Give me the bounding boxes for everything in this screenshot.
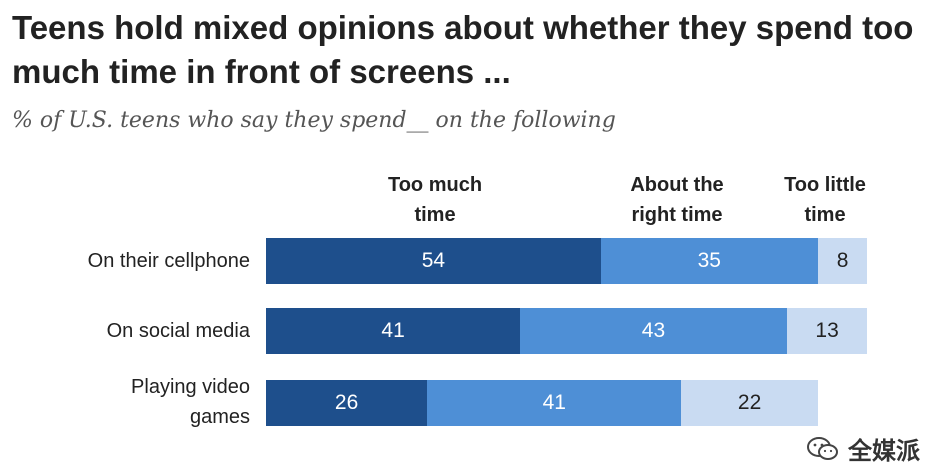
data-label: 22 bbox=[737, 391, 762, 414]
bar-segment-too-much: 26 bbox=[266, 380, 428, 426]
watermark-text: 全媒派 bbox=[848, 438, 920, 465]
data-label: 43 bbox=[641, 319, 666, 342]
bar-segment-too-little: 13 bbox=[786, 308, 868, 354]
column-header-too-much: Too much time bbox=[387, 174, 483, 226]
bar-segment-too-much: 41 bbox=[266, 308, 521, 354]
column-header-too-little: Too little time bbox=[784, 174, 866, 226]
bar-segment-too-much: 54 bbox=[266, 238, 601, 284]
bar-segment-too-little: 8 bbox=[817, 238, 868, 284]
column-header-about-right: About the right time bbox=[630, 174, 724, 226]
chart-subtitle: % of U.S. teens who say they spend__ on … bbox=[12, 108, 616, 133]
watermark: 全媒派 bbox=[806, 431, 920, 466]
row-label: On social media bbox=[106, 320, 250, 342]
chart-title: Teens hold mixed opinions about whether … bbox=[12, 9, 914, 90]
bar-segment-about-right: 35 bbox=[600, 238, 818, 284]
wechat-icon bbox=[807, 436, 838, 460]
bar-segment-about-right: 43 bbox=[520, 308, 787, 354]
bar-segment-about-right: 41 bbox=[427, 380, 682, 426]
bar-segment-too-little: 22 bbox=[681, 380, 818, 426]
data-label: 8 bbox=[836, 249, 849, 272]
row-label: Playing video games bbox=[131, 376, 250, 428]
data-label: 13 bbox=[815, 319, 839, 342]
data-label: 41 bbox=[542, 391, 566, 414]
data-label: 54 bbox=[421, 249, 446, 272]
data-label: 35 bbox=[697, 249, 721, 272]
data-label: 26 bbox=[334, 391, 359, 414]
data-label: 41 bbox=[381, 319, 405, 342]
row-label: On their cellphone bbox=[87, 250, 250, 272]
